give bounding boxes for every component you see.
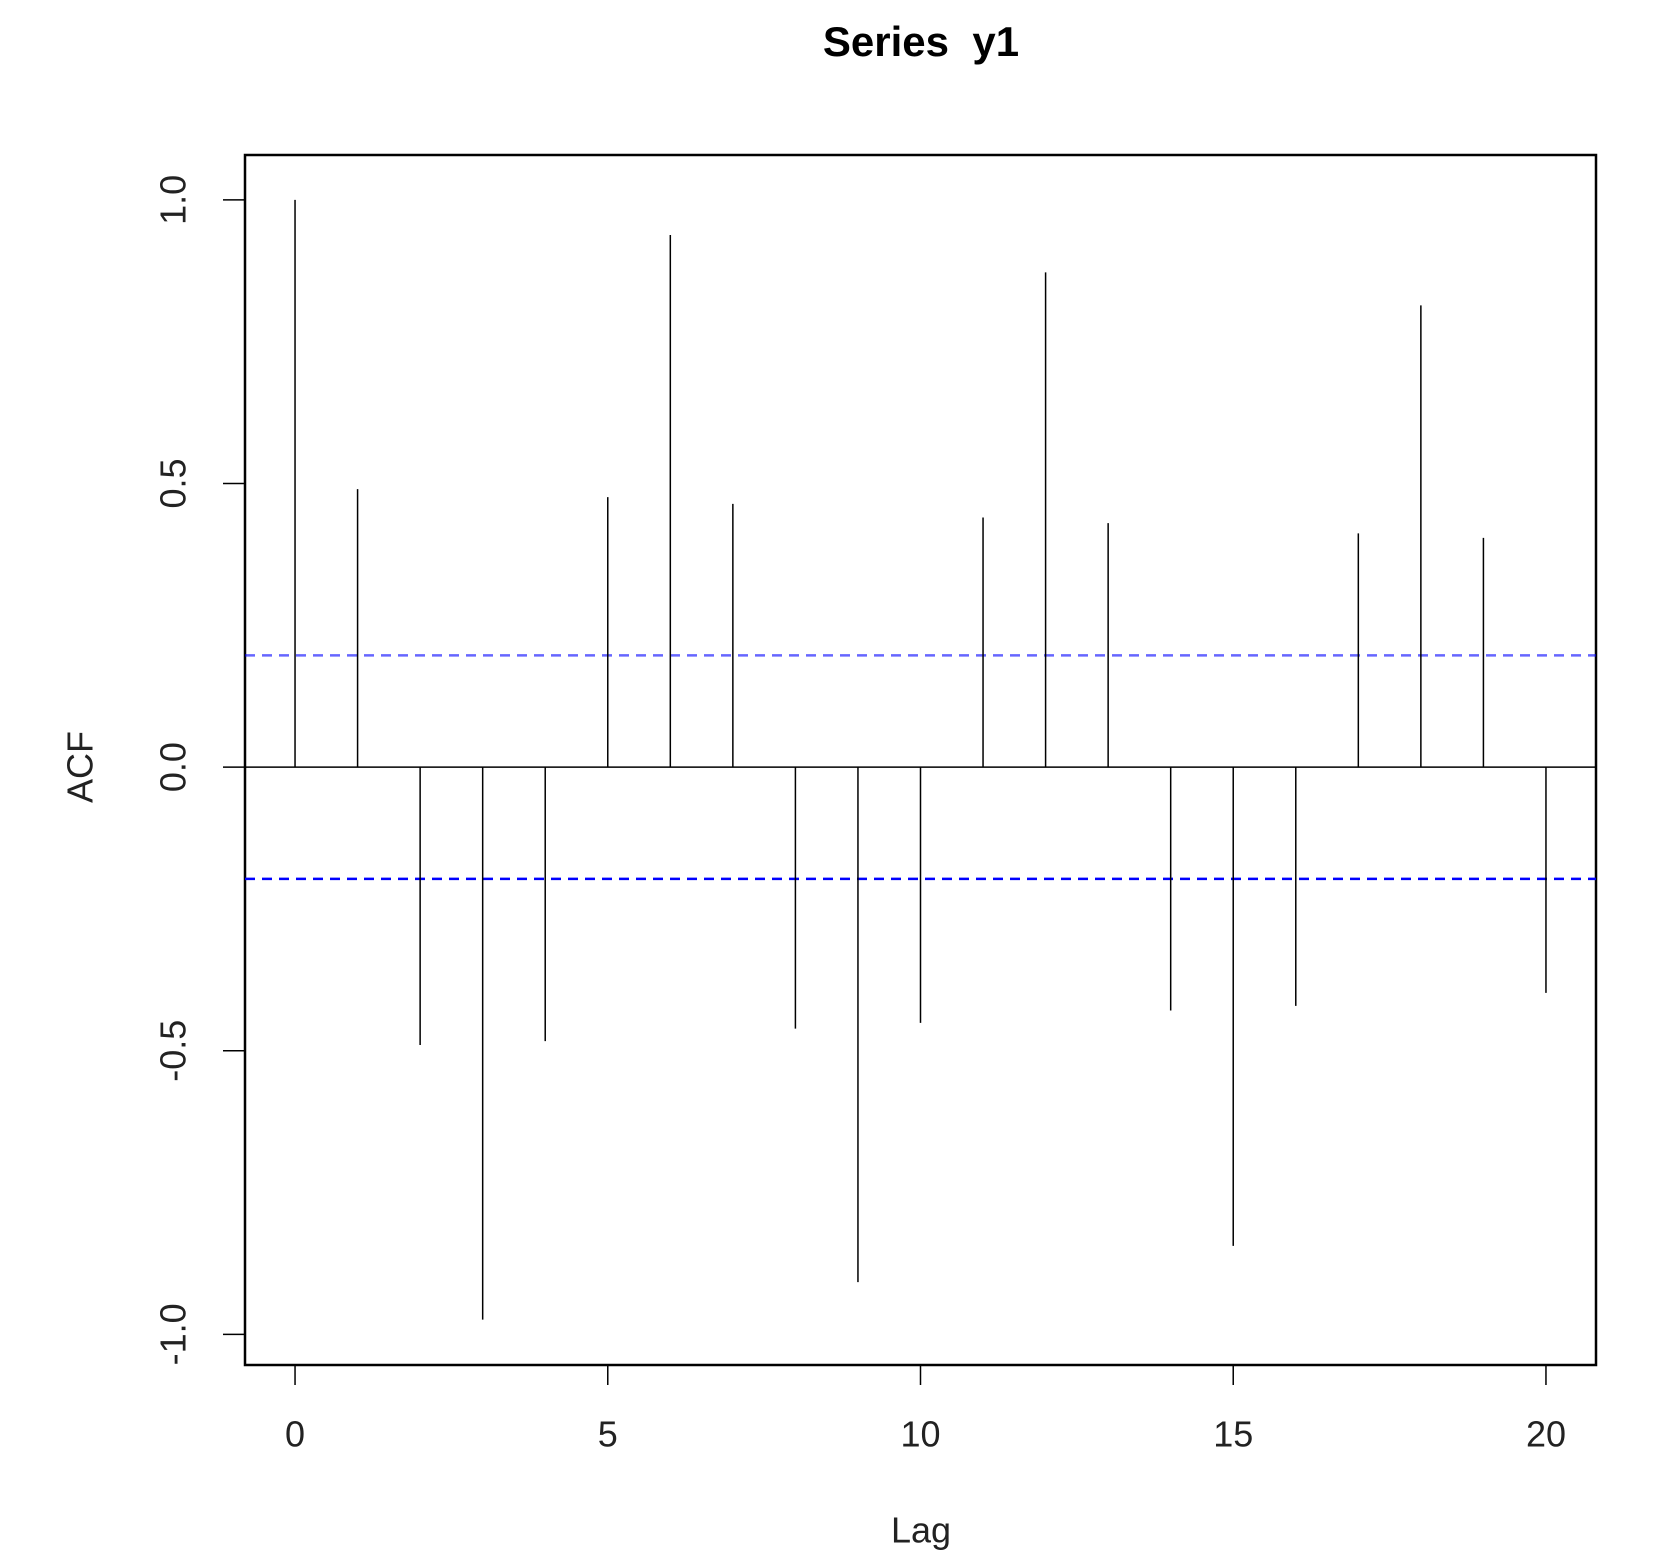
chart-title: Series y1 [823, 18, 1019, 65]
x-tick-label: 5 [598, 1414, 618, 1455]
x-tick-label: 10 [900, 1414, 940, 1455]
x-tick-label: 0 [285, 1414, 305, 1455]
y-tick-label: 0.5 [153, 458, 194, 508]
x-tick-label: 20 [1526, 1414, 1566, 1455]
x-axis-label: Lag [891, 1510, 951, 1551]
y-axis-label: ACF [60, 731, 101, 803]
y-tick-label: 0.0 [153, 742, 194, 792]
x-tick-label: 15 [1213, 1414, 1253, 1455]
plot-frame [243, 153, 1598, 1367]
y-tick-label: 1.0 [153, 175, 194, 225]
y-tick-label: -1.0 [153, 1303, 194, 1365]
y-tick-label: -0.5 [153, 1020, 194, 1082]
